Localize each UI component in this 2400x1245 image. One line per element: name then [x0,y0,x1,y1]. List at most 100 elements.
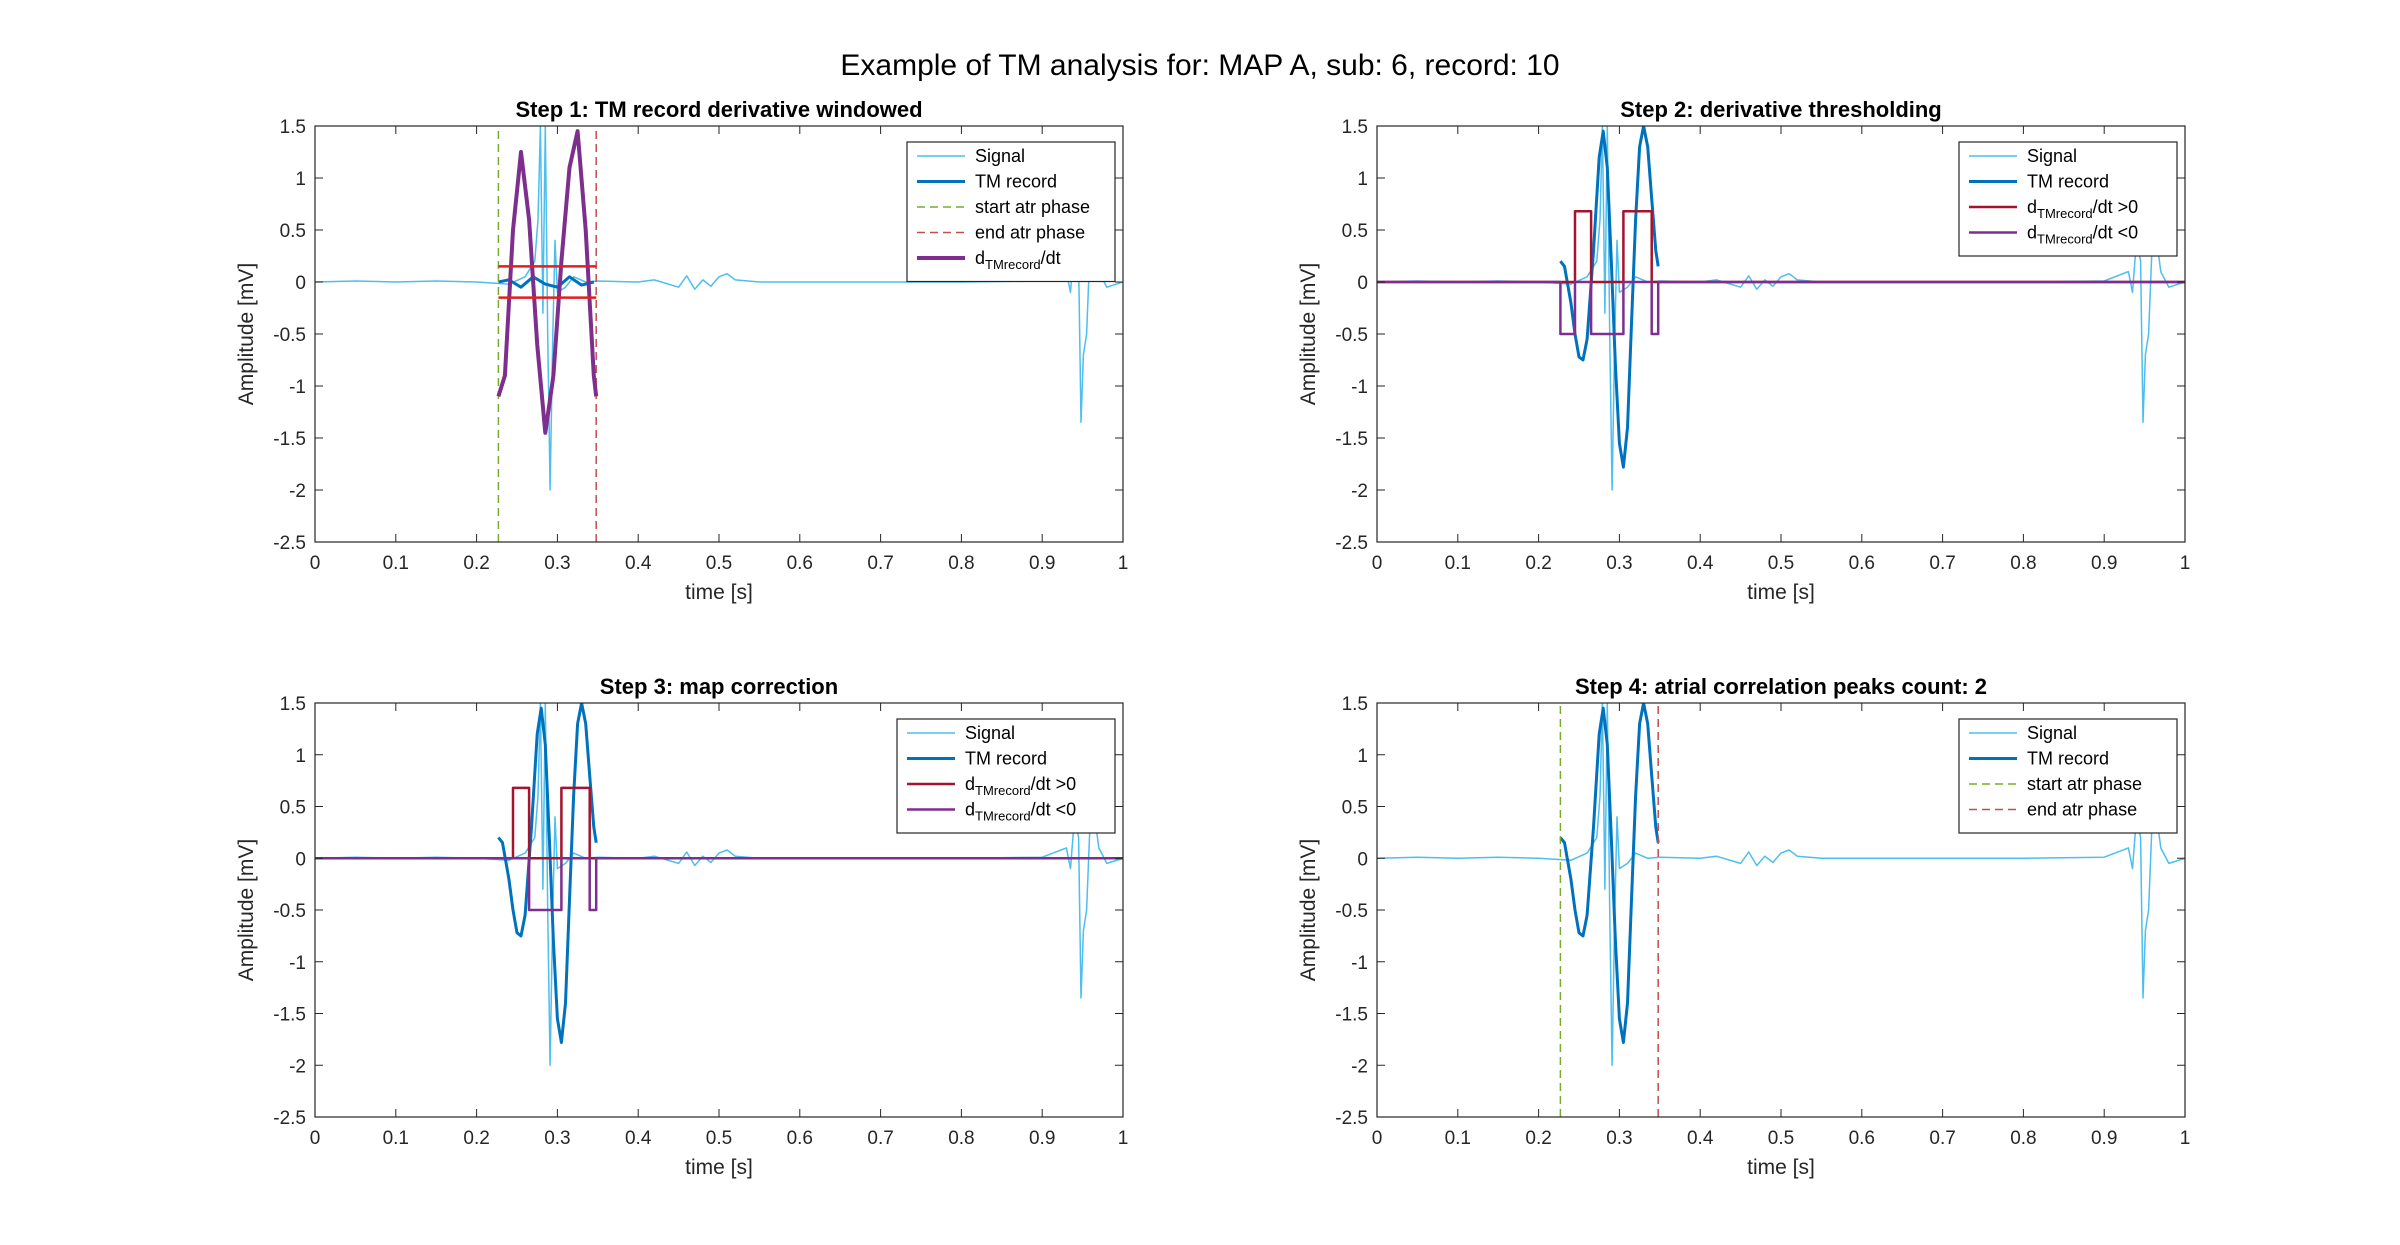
x-tick-label: 0.7 [1929,553,1955,574]
series-line-pos-2 [1377,210,2185,284]
legend-label: Signal [965,723,1015,743]
x-tick-label: 0.5 [1768,1128,1794,1149]
x-tick-label: 0 [310,1128,321,1149]
x-tick-label: 1 [2180,1128,2191,1149]
subplot-title: Step 1: TM record derivative windowed [515,97,922,122]
y-tick-label: -1.5 [1335,429,1368,450]
subplot-4: 0 0.1 0.2 0.3 0.4 0.5 0.6 0.7 0.8 0.9 1 -2.5 -2 -1.5 -… [1297,674,2190,1179]
y-tick-label: -2 [1351,481,1368,502]
legend-label: start atr phase [2027,774,2142,794]
plot-area [315,703,1123,1067]
x-tick-label: 0.6 [1849,553,1875,574]
y-tick-label: -0.5 [273,901,306,922]
y-tick-label: 0.5 [1342,798,1368,819]
legend-label: dTMrecord/dt <0 [2027,223,2138,247]
x-tick-label: 0.1 [383,1128,409,1149]
y-tick-label: -0.5 [273,325,306,346]
series-line-pos-2 [315,786,1123,860]
axes-box [314,125,1124,543]
axes-box [1376,125,2186,543]
legend-label: TM record [975,172,1057,192]
y-tick-label: -1 [289,377,306,398]
y-tick-label: -0.5 [1335,901,1368,922]
x-tick-label: 0.6 [787,1128,813,1149]
legend-box [1958,718,2178,834]
y-tick-label: -1 [289,953,306,974]
legend-label: dTMrecord/dt >0 [965,774,1076,798]
series-line-tm-1 [498,275,595,289]
x-tick-label: 0.2 [463,1128,489,1149]
x-tick-label: 0.5 [706,553,732,574]
x-tick-label: 0.3 [1606,553,1632,574]
y-tick-label: 0 [1357,849,1368,870]
y-tick-label: -1 [1351,377,1368,398]
y-tick-label: -0.5 [1335,325,1368,346]
series-line-signal-0 [315,126,1123,491]
legend-label: start atr phase [975,197,1090,217]
x-tick-label: 1 [2180,553,2191,574]
subplot-title: Step 3: map correction [600,674,838,699]
x-tick-label: 0.2 [1525,553,1551,574]
legend-label: Signal [2027,146,2077,166]
x-tick-label: 0.7 [1929,1128,1955,1149]
y-tick-label: -1 [1351,953,1368,974]
y-axis-label: Amplitude [mV] [1297,839,1320,981]
x-tick-label: 0.5 [706,1128,732,1149]
x-tick-label: 0 [1372,553,1383,574]
y-tick-label: -2.5 [273,533,306,554]
subplot-title: Step 2: derivative thresholding [1620,97,1942,122]
x-tick-label: 0.4 [1687,1128,1714,1149]
legend-label: dTMrecord/dt <0 [965,800,1076,824]
y-axis-label: Amplitude [mV] [235,839,258,981]
x-tick-label: 0.4 [625,1128,652,1149]
ticks: 0 0.1 0.2 0.3 0.4 0.5 0.6 0.7 0.8 0.9 1 -2.5 -2 -1.5 -… [273,694,1128,1149]
x-tick-label: 0.8 [948,1128,974,1149]
plot-area [315,126,1123,542]
axes-box [314,702,1124,1118]
y-tick-label: -1.5 [1335,1005,1368,1026]
y-tick-label: -1.5 [273,1005,306,1026]
y-tick-label: 1 [295,746,306,767]
legend: Signal TM record start atr phase end atr ph… [906,141,1116,283]
y-tick-label: 1.5 [280,117,306,138]
legend-label: end atr phase [2027,800,2137,820]
y-tick-label: 1 [1357,746,1368,767]
ticks: 0 0.1 0.2 0.3 0.4 0.5 0.6 0.7 0.8 0.9 1 -2.5 -2 -1.5 -… [1335,694,2190,1149]
x-tick-label: 0.1 [1445,553,1471,574]
legend-label: TM record [2027,172,2109,192]
y-tick-label: 1 [295,169,306,190]
y-tick-label: 0.5 [1342,221,1368,242]
series-line-neg-3 [1377,280,2185,336]
x-tick-label: 0.8 [948,553,974,574]
x-tick-label: 0.9 [1029,553,1055,574]
x-tick-label: 0.4 [625,553,652,574]
legend-label: Signal [975,146,1025,166]
y-tick-label: 1.5 [1342,694,1368,715]
x-tick-label: 0.4 [1687,553,1714,574]
legend-label: TM record [2027,749,2109,769]
series-line-tm-1 [1559,703,1660,1044]
x-tick-label: 0.6 [787,553,813,574]
y-tick-label: -2.5 [273,1108,306,1129]
plot-area [1377,703,2185,1117]
y-tick-label: 0 [1357,273,1368,294]
legend-box [1958,141,2178,257]
y-tick-label: -2.5 [1335,533,1368,554]
y-tick-label: -1.5 [273,429,306,450]
x-tick-label: 0.6 [1849,1128,1875,1149]
y-tick-label: 1.5 [280,694,306,715]
figure-title: Example of TM analysis for: MAP A, sub: … [840,49,1559,82]
x-tick-label: 0.2 [1525,1128,1551,1149]
y-tick-label: 1.5 [1342,117,1368,138]
y-axis-label: Amplitude [mV] [235,263,258,405]
series-line-deriv-4 [496,129,599,435]
subplot-1: 0 0.1 0.2 0.3 0.4 0.5 0.6 0.7 0.8 0.9 1 -2.5 -2 -1.5 -… [235,97,1128,604]
x-axis-label: time [s] [1747,581,1815,604]
x-tick-label: 0.3 [1606,1128,1632,1149]
x-tick-label: 0.3 [544,553,570,574]
x-axis-label: time [s] [1747,1156,1815,1179]
series-line-tm-1 [1559,126,1660,469]
legend-box [896,718,1116,834]
x-tick-label: 0.3 [544,1128,570,1149]
